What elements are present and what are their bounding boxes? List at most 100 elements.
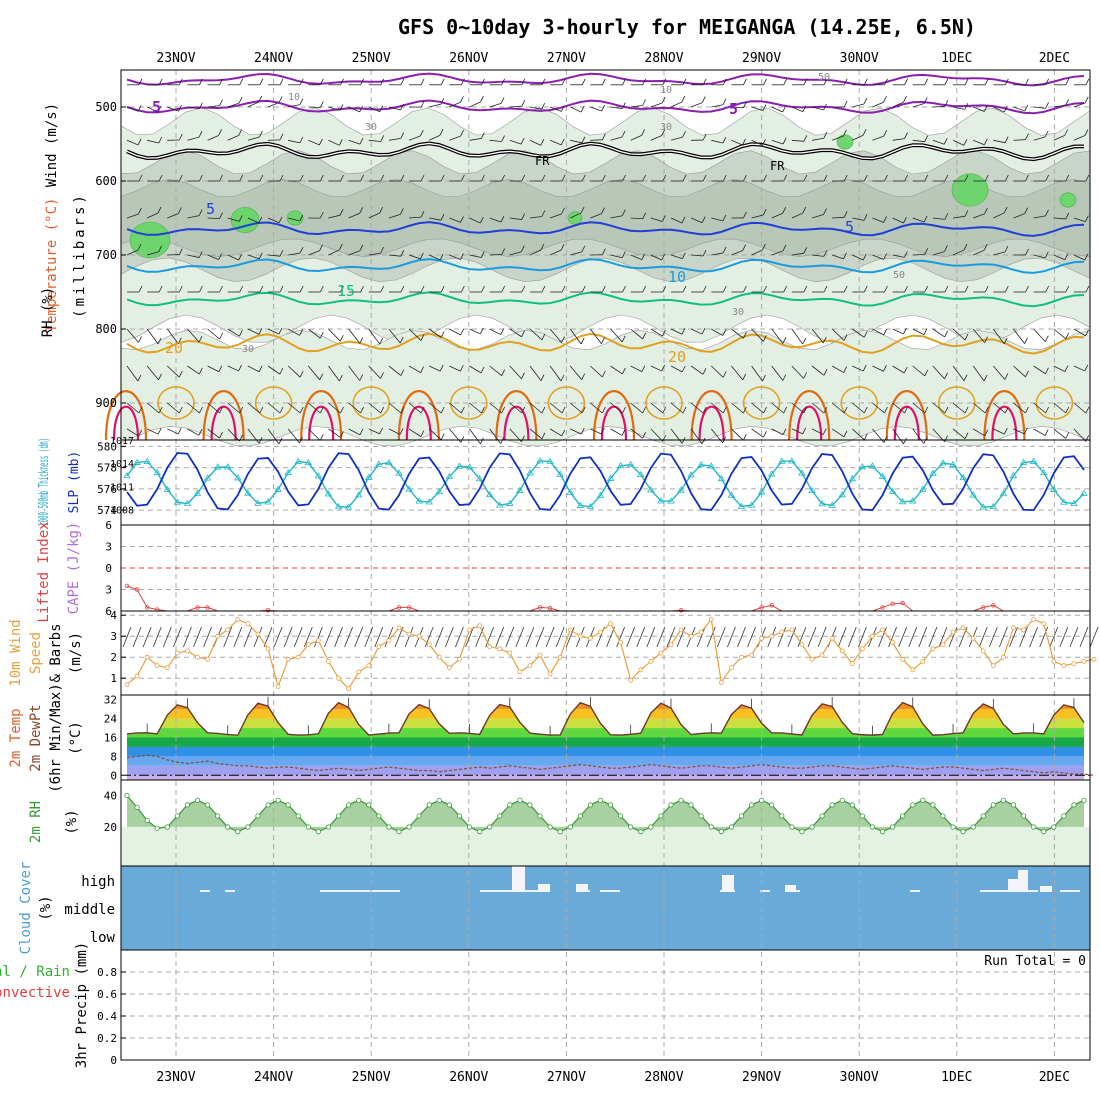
wind-barb-flag [621, 429, 626, 436]
rh-point [648, 824, 654, 830]
wind-barb-flag [198, 335, 203, 343]
wind10m-point [900, 656, 906, 662]
rh-point [930, 802, 936, 808]
wind-barb [852, 134, 864, 141]
label-rh30-b: 30 [242, 344, 254, 355]
rh-high-patch [951, 173, 989, 207]
rh-point [325, 824, 332, 830]
wind-barb [166, 328, 179, 345]
wind10m-barb [273, 626, 283, 648]
rh-point [124, 792, 130, 799]
slp-marker [385, 458, 393, 466]
wind-barb-flag [481, 174, 485, 182]
rh-point [527, 802, 533, 808]
wind-barb-flag [541, 103, 546, 110]
wind-barb-flag [783, 285, 788, 293]
rh-point [748, 802, 755, 808]
wind-barb [932, 251, 945, 256]
wind-barb-flag [823, 103, 828, 111]
wind-barb-flag [440, 78, 445, 85]
wind10m-point [1021, 627, 1026, 633]
wind-barb-flag [964, 333, 969, 341]
wind10m-point [255, 631, 261, 637]
wind-barb [146, 328, 159, 345]
wind-barb-flag [561, 406, 566, 414]
wind-barb [207, 428, 220, 439]
isotherm-plus25-loop [788, 390, 831, 441]
wind-barb [771, 365, 784, 381]
wind-barb-flag [701, 437, 706, 445]
wind-barb-flag [239, 78, 244, 85]
wind-barb [449, 402, 462, 414]
wind-barb [287, 328, 300, 336]
wind-barb-flag [541, 432, 546, 440]
wind-barb-flag [239, 285, 244, 293]
wind-barb-flag [1045, 406, 1049, 414]
wind-barb [288, 104, 301, 108]
wind-barb-flag [360, 406, 364, 414]
wind-barb-flag [904, 406, 908, 414]
wind-barb [731, 402, 744, 414]
rh-point [547, 824, 553, 830]
isotherm-plus25-loop [885, 390, 928, 441]
slp-marker [405, 485, 413, 492]
wind-barb-flag [1044, 429, 1049, 436]
wind-barb-flag [138, 285, 143, 293]
wind-barb-flag [258, 365, 263, 372]
wind10m-barb [183, 626, 192, 648]
wind-barb [852, 254, 864, 261]
wind-barb-flag [702, 249, 707, 257]
slp-marker [969, 491, 977, 498]
rh-point [920, 797, 926, 803]
wind-barb [973, 249, 985, 256]
wind-barb-flag [702, 285, 707, 293]
wind-barb [348, 212, 360, 219]
wind-barb [690, 365, 704, 375]
wind-barb-flag [863, 331, 868, 338]
wind-barb-flag [843, 285, 848, 293]
slp-marker [566, 488, 574, 495]
wind-barb [288, 217, 300, 222]
wind10m-point [587, 635, 593, 641]
ylabel-cloud-2: (%) [38, 895, 54, 920]
wind-barb [489, 217, 502, 223]
wind10m-barb [626, 626, 636, 648]
wind-barb-flag [621, 209, 626, 216]
wind-barb-flag [884, 174, 888, 182]
wind-barb-flag [239, 406, 244, 414]
wind-barb-flag [459, 364, 464, 372]
wind-barb-flag [1065, 285, 1070, 293]
wind10m-point [859, 646, 865, 652]
wind-barb [146, 212, 159, 219]
wind10m-point [265, 646, 271, 652]
wind-barb [811, 402, 825, 414]
wind-barb-flag [984, 406, 989, 414]
wind-barb-flag [722, 136, 727, 144]
wind-barb-flag [802, 427, 807, 435]
wind-barb [509, 105, 522, 108]
wind-barb-flag [239, 174, 244, 182]
wind-barb [952, 106, 965, 110]
wind-barb-flag [137, 138, 142, 146]
wind-barb [1033, 215, 1046, 219]
wind-barb-flag [642, 432, 647, 439]
rh-point [618, 813, 624, 819]
wind-barb-flag [400, 174, 405, 182]
wind-barb-flag [400, 369, 405, 376]
ylabel-upper: Wind (m/s) Temperature (°C) RH (%) (mill… [40, 103, 88, 337]
wind-barb-flag [561, 78, 566, 85]
wind10m-point [819, 652, 825, 658]
wind-barb [831, 365, 844, 373]
wind-barb [368, 212, 380, 219]
wind-barb [791, 139, 804, 142]
isotherm-plus30-loop [698, 405, 725, 441]
wind-barb [973, 106, 985, 112]
wind-barb-flag [319, 78, 324, 85]
temp-band [127, 756, 1084, 766]
wind-barb-flag [681, 328, 686, 335]
wind-barb [932, 365, 945, 380]
wind-barb-flag [218, 253, 223, 260]
wind-barb-flag [480, 216, 484, 224]
upper-air-wind-barbs [126, 78, 1090, 445]
wind-barb-flag [1045, 174, 1049, 182]
